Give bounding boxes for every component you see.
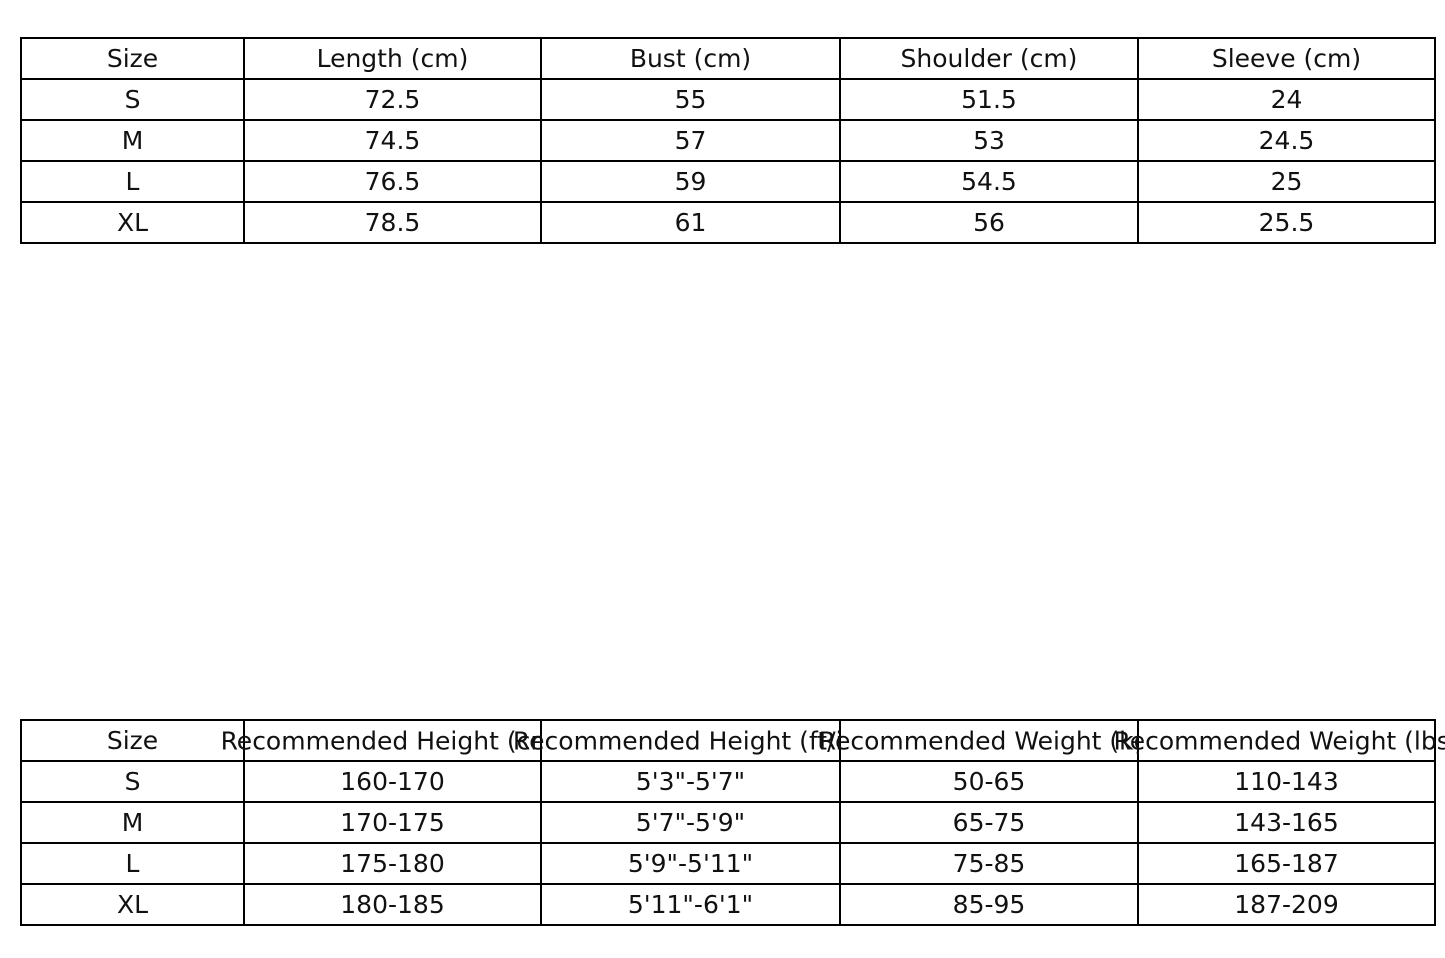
cell-sleeve: 24 (1137, 78, 1436, 121)
table-body: S 160-170 5'3"-5'7" 50-65 110-143 M 170-… (20, 760, 1436, 926)
column-header-sleeve: Sleeve (cm) (1137, 37, 1436, 80)
column-header-length: Length (cm) (243, 37, 542, 80)
table-row: M 170-175 5'7"-5'9" 65-75 143-165 (20, 801, 1436, 844)
cell-weight-lbs: 110-143 (1137, 760, 1436, 803)
cell-size: XL (20, 201, 245, 244)
cell-height-cm: 180-185 (243, 883, 542, 926)
cell-height-ftin: 5'7"-5'9" (540, 801, 841, 844)
table-row: XL 78.5 61 56 25.5 (20, 201, 1436, 244)
table-row: S 160-170 5'3"-5'7" 50-65 110-143 (20, 760, 1436, 803)
cell-weight-kg: 50-65 (839, 760, 1139, 803)
cell-size: M (20, 119, 245, 162)
table-body: S 72.5 55 51.5 24 M 74.5 57 53 24.5 L 76… (20, 78, 1436, 244)
column-header-weight-kg-label: Recommended Weight (kg) (818, 726, 1160, 755)
column-header-weight-kg: Recommended Weight (kg) (819, 719, 1159, 762)
header-row: Size Length (cm) Bust (cm) Shoulder (cm)… (20, 37, 1436, 80)
cell-size: XL (20, 883, 245, 926)
cell-length: 76.5 (243, 160, 542, 203)
cell-weight-lbs: 143-165 (1137, 801, 1436, 844)
cell-sleeve: 25.5 (1137, 201, 1436, 244)
table-row: L 76.5 59 54.5 25 (20, 160, 1436, 203)
cell-weight-kg: 85-95 (839, 883, 1139, 926)
cell-shoulder: 53 (839, 119, 1139, 162)
column-header-size: Size (20, 719, 245, 762)
cell-weight-kg: 65-75 (839, 801, 1139, 844)
cell-size: S (20, 760, 245, 803)
cell-sleeve: 24.5 (1137, 119, 1436, 162)
cell-bust: 57 (540, 119, 841, 162)
column-header-height-cm-label: Recommended Height (cm) (220, 726, 565, 755)
column-header-height-ftin: Recommended Height (ft/in) (513, 719, 868, 762)
recommended-fit-table: Size Recommended Height (cm) Recommended… (20, 719, 1445, 926)
cell-length: 72.5 (243, 78, 542, 121)
cell-size: S (20, 78, 245, 121)
cell-length: 74.5 (243, 119, 542, 162)
table-row: S 72.5 55 51.5 24 (20, 78, 1436, 121)
cell-size: M (20, 801, 245, 844)
table-header: Size Length (cm) Bust (cm) Shoulder (cm)… (20, 37, 1436, 80)
cell-height-ftin: 5'11"-6'1" (540, 883, 841, 926)
column-header-shoulder: Shoulder (cm) (839, 37, 1139, 80)
cell-size: L (20, 842, 245, 885)
cell-bust: 59 (540, 160, 841, 203)
cell-shoulder: 56 (839, 201, 1139, 244)
table-row: XL 180-185 5'11"-6'1" 85-95 187-209 (20, 883, 1436, 926)
cell-length: 78.5 (243, 201, 542, 244)
cell-height-ftin: 5'3"-5'7" (540, 760, 841, 803)
column-header-height-ftin-label: Recommended Height (ft/in) (512, 726, 869, 755)
table-header: Size Recommended Height (cm) Recommended… (20, 719, 1445, 762)
header-row: Size Recommended Height (cm) Recommended… (20, 719, 1445, 762)
cell-shoulder: 54.5 (839, 160, 1139, 203)
cell-weight-lbs: 187-209 (1137, 883, 1436, 926)
cell-height-cm: 160-170 (243, 760, 542, 803)
cell-height-cm: 170-175 (243, 801, 542, 844)
cell-weight-kg: 75-85 (839, 842, 1139, 885)
column-header-bust: Bust (cm) (540, 37, 841, 80)
cell-shoulder: 51.5 (839, 78, 1139, 121)
garment-measurements-table: Size Length (cm) Bust (cm) Shoulder (cm)… (20, 37, 1436, 244)
table-row: M 74.5 57 53 24.5 (20, 119, 1436, 162)
cell-weight-lbs: 165-187 (1137, 842, 1436, 885)
cell-bust: 55 (540, 78, 841, 121)
column-header-size-label: Size (106, 726, 159, 755)
cell-bust: 61 (540, 201, 841, 244)
table-row: L 175-180 5'9"-5'11" 75-85 165-187 (20, 842, 1436, 885)
cell-sleeve: 25 (1137, 160, 1436, 203)
column-header-height-cm: Recommended Height (cm) (221, 719, 564, 762)
cell-height-ftin: 5'9"-5'11" (540, 842, 841, 885)
column-header-size: Size (20, 37, 245, 80)
cell-size: L (20, 160, 245, 203)
cell-height-cm: 175-180 (243, 842, 542, 885)
column-header-weight-lbs-label: Recommended Weight (lbs) (1113, 726, 1445, 755)
column-header-weight-lbs: Recommended Weight (lbs) (1113, 719, 1445, 762)
